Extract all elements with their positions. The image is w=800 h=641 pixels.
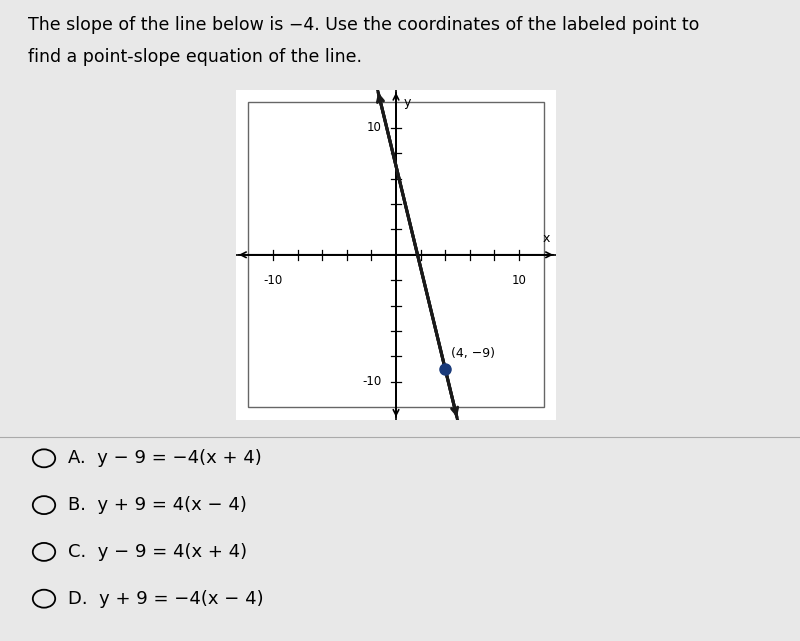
Text: -10: -10	[362, 375, 382, 388]
Text: y: y	[403, 96, 410, 109]
Text: D.  y + 9 = −4(x − 4): D. y + 9 = −4(x − 4)	[68, 590, 264, 608]
Text: 10: 10	[366, 121, 382, 135]
Text: find a point-slope equation of the line.: find a point-slope equation of the line.	[28, 48, 362, 66]
Text: (4, −9): (4, −9)	[451, 347, 495, 360]
Text: x: x	[542, 231, 550, 245]
Text: -10: -10	[263, 274, 282, 287]
Text: 10: 10	[512, 274, 526, 287]
Text: A.  y − 9 = −4(x + 4): A. y − 9 = −4(x + 4)	[68, 449, 262, 467]
FancyBboxPatch shape	[248, 103, 544, 407]
Text: The slope of the line below is −4. Use the coordinates of the labeled point to: The slope of the line below is −4. Use t…	[28, 16, 699, 34]
Text: B.  y + 9 = 4(x − 4): B. y + 9 = 4(x − 4)	[68, 496, 247, 514]
Text: C.  y − 9 = 4(x + 4): C. y − 9 = 4(x + 4)	[68, 543, 247, 561]
